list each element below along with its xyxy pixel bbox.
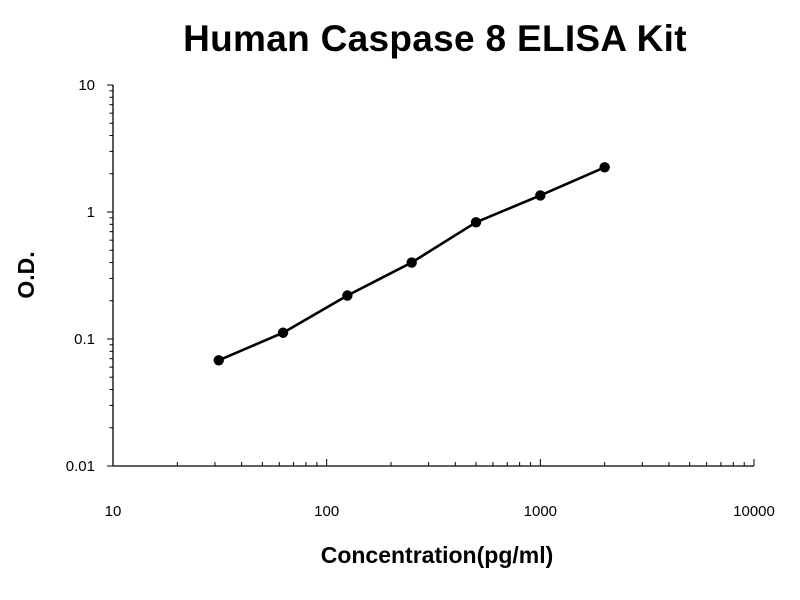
x-tick-label: 10	[105, 503, 122, 520]
y-tick-label: 0.1	[74, 331, 95, 348]
y-tick-label: 1	[87, 204, 95, 221]
axes-layer	[112, 85, 754, 467]
data-point	[406, 257, 417, 268]
y-tick-label: 10	[78, 77, 95, 94]
data-point	[599, 162, 610, 173]
series-layer	[213, 162, 610, 366]
y-tick-label: 0.01	[66, 458, 95, 475]
data-point	[342, 290, 353, 301]
data-point	[535, 190, 546, 201]
data-point	[470, 217, 482, 228]
data-point	[213, 355, 224, 366]
chart-title: Human Caspase 8 ELISA Kit	[183, 18, 687, 59]
data-point	[277, 327, 289, 338]
x-axis-title: Concentration(pg/ml)	[321, 542, 554, 568]
ticks-layer: 0.01 0.1 1 10 10 100 1000 10000	[66, 77, 775, 520]
x-tick-label: 100	[314, 503, 339, 520]
y-axis-title: O.D.	[13, 251, 39, 298]
x-tick-label: 10000	[733, 503, 775, 520]
x-tick-label: 1000	[524, 503, 557, 520]
